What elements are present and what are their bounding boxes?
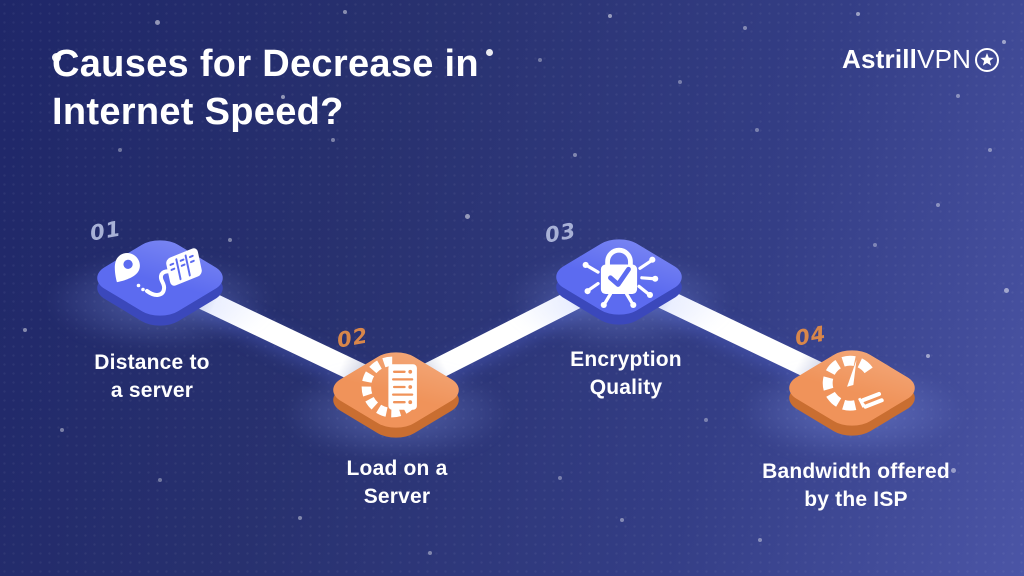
star-dot bbox=[956, 94, 960, 98]
star-dot bbox=[281, 95, 285, 99]
encrypted-lock-circuit-icon bbox=[582, 247, 659, 308]
title-line-2: Internet Speed? bbox=[52, 91, 344, 134]
label-line: Quality bbox=[589, 376, 663, 400]
star-dot bbox=[873, 243, 877, 247]
star-dot bbox=[154, 19, 160, 25]
astrillvpn-logo: Astrill VPN bbox=[842, 44, 1000, 75]
step-label-load: Load on a Server bbox=[287, 455, 507, 511]
step-label-encryption: Encryption Quality bbox=[516, 346, 736, 402]
star-dot bbox=[60, 428, 64, 432]
label-line: a server bbox=[110, 379, 194, 403]
star-dot bbox=[118, 148, 122, 152]
label-line: Bandwidth offered bbox=[762, 460, 950, 483]
star-dot bbox=[158, 478, 162, 482]
star-dot bbox=[620, 518, 624, 522]
label-line: by the ISP bbox=[804, 488, 908, 512]
step-tile-distance bbox=[30, 226, 290, 357]
star-dot bbox=[704, 418, 708, 422]
star-dot bbox=[23, 328, 27, 332]
step-tile-encryption bbox=[489, 225, 749, 356]
title-line-1: Causes for Decrease in bbox=[52, 43, 479, 85]
star-dot bbox=[678, 80, 682, 84]
star-dot bbox=[573, 153, 577, 157]
logo-brand-bold: Astrill bbox=[842, 44, 918, 74]
star-dot bbox=[988, 148, 992, 152]
logo-brand-light: VPN bbox=[917, 44, 972, 74]
label-line: Server bbox=[363, 485, 431, 509]
circled-star-icon bbox=[975, 47, 1000, 72]
star-dot bbox=[228, 238, 232, 242]
star-dot bbox=[428, 551, 432, 555]
step-label-distance: Distance to a server bbox=[42, 349, 262, 405]
star-dot bbox=[538, 58, 542, 62]
star-dot bbox=[1003, 287, 1009, 293]
star-dot bbox=[926, 354, 930, 358]
page-title: Causes for Decrease in Internet Speed? bbox=[52, 40, 479, 137]
star-dot bbox=[856, 12, 860, 16]
star-dot bbox=[950, 467, 956, 473]
star-dot bbox=[485, 48, 493, 56]
star-dot bbox=[298, 516, 302, 520]
star-dot bbox=[755, 128, 759, 132]
map-pin-route-to-server-icon bbox=[114, 248, 202, 297]
star-dot bbox=[743, 26, 747, 30]
server-loading-arc-icon bbox=[361, 356, 417, 418]
step-label-bandwidth: Bandwidth offered by the ISP bbox=[716, 458, 996, 514]
step-tile-load bbox=[266, 338, 526, 469]
star-dot bbox=[758, 538, 762, 542]
star-dot bbox=[1002, 40, 1006, 44]
star-dot bbox=[464, 213, 470, 219]
star-dot bbox=[51, 52, 61, 62]
star-dot bbox=[558, 476, 562, 480]
star-dot bbox=[343, 10, 347, 14]
label-line: Load on a bbox=[346, 457, 448, 480]
star-dot bbox=[936, 203, 940, 207]
speedometer-icon bbox=[822, 355, 884, 411]
star-dot bbox=[608, 14, 612, 18]
label-line: Distance to bbox=[94, 351, 210, 374]
step-tile-bandwidth bbox=[722, 336, 982, 467]
label-line: Encryption bbox=[570, 348, 682, 371]
star-dot bbox=[331, 138, 335, 142]
